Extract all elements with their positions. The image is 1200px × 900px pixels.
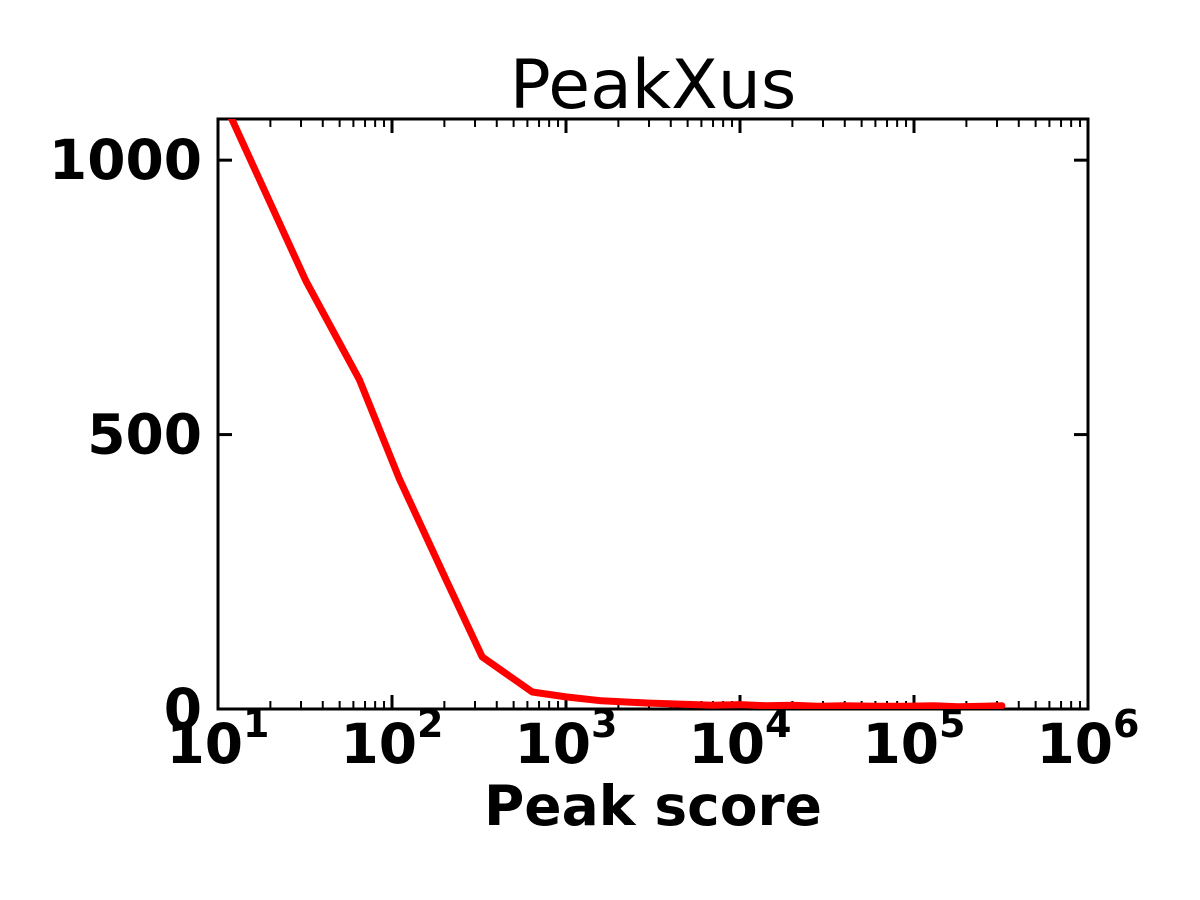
x-tick-label-1e5: 105 [863, 702, 966, 776]
x-axis-tick-labels: 101 102 103 104 105 106 [167, 702, 1140, 776]
y-axis-tick-labels: 0 500 1000 [49, 128, 202, 741]
chart-title: PeakXus [510, 46, 797, 125]
x-axis-ticks [216, 119, 1090, 709]
plot-area-border [216, 117, 1090, 711]
x-tick-label-1e1: 101 [167, 702, 270, 776]
y-tick-label-500: 500 [87, 403, 202, 467]
x-axis-label: Peak score [484, 774, 822, 838]
y-tick-label-1000: 1000 [49, 128, 202, 192]
y-tick-label-0: 0 [164, 677, 202, 741]
y-axis-ticks [218, 158, 1088, 711]
x-tick-label-1e2: 102 [341, 702, 444, 776]
x-tick-label-1e3: 103 [515, 702, 618, 776]
x-tick-label-1e4: 104 [689, 702, 792, 776]
x-tick-label-1e6: 106 [1037, 702, 1140, 776]
data-line-series [227, 119, 1006, 709]
